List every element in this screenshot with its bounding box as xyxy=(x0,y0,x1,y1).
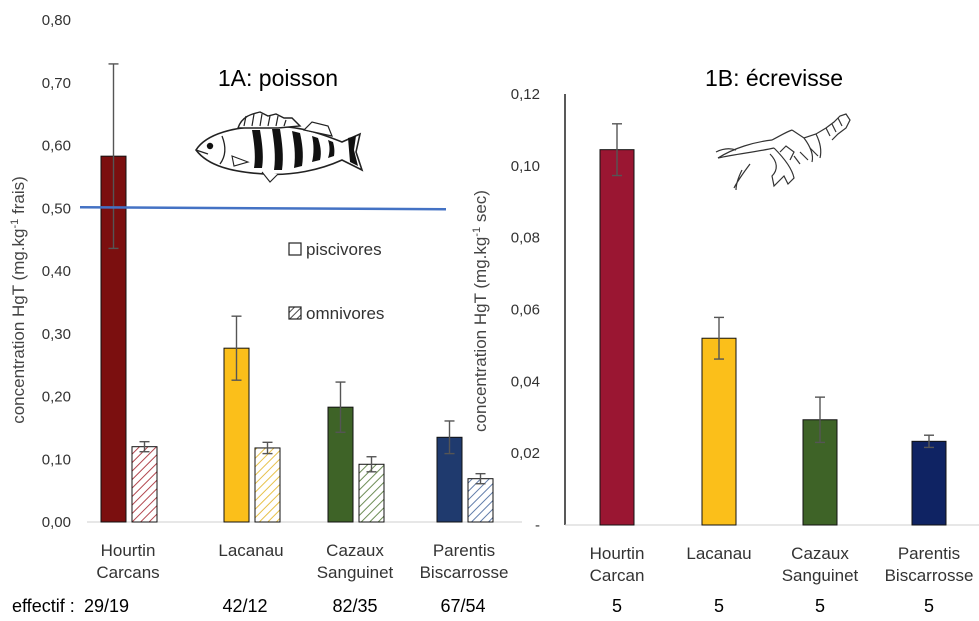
chart-1b-category-label: Biscarrosse xyxy=(885,566,974,585)
chart-1a-category-label: Biscarrosse xyxy=(420,563,509,582)
chart-1b-ecrevisse: 1B: écrevisse concentration HgT (mg.kg-1… xyxy=(471,65,979,616)
error-bar-piscivores xyxy=(231,315,242,381)
chart-1a-category-label: Lacanau xyxy=(218,541,283,560)
chart-1b-y-ticks: - 0,02 0,04 0,06 0,08 0,10 0,12 xyxy=(511,86,540,534)
chart-1a-y-tick-label: 0,60 xyxy=(42,138,71,155)
chart-1a-y-axis-label: concentration HgT (mg.kg-1 frais) xyxy=(9,176,28,424)
legend-item-omnivores: omnivores xyxy=(288,304,384,323)
chart-1a-effectif-value: 82/35 xyxy=(332,596,377,616)
legend-label-piscivores: piscivores xyxy=(306,240,382,259)
chart-1b-effectif: 5 5 5 5 xyxy=(612,596,934,616)
chart-1b-category-label: Hourtin xyxy=(590,544,645,563)
bar-ecrevisse xyxy=(599,149,635,526)
chart-1a-y-tick-label: 0,40 xyxy=(42,263,71,280)
bar-ecrevisse xyxy=(911,440,947,526)
chart-1b-y-tick-label: 0,12 xyxy=(511,86,540,103)
chart-1a-y-tick-label: 0,10 xyxy=(42,451,71,468)
chart-1a-category-label: Sanguinet xyxy=(317,563,394,582)
crayfish-icon xyxy=(715,113,851,191)
effectif-label: effectif : xyxy=(12,596,75,616)
chart-1b-y-tick-label: 0,04 xyxy=(511,373,540,390)
chart-1a-poisson: 1A: poisson concentration HgT (mg.kg-1 f… xyxy=(9,12,522,616)
chart-1b-category-label: Carcan xyxy=(590,566,645,585)
error-bar-ecrevisse xyxy=(612,123,622,177)
chart-1a-reference-line xyxy=(79,206,447,211)
chart-1a-effectif-value: 42/12 xyxy=(222,596,267,616)
chart-1a-categories: Hourtin Carcans Lacanau Cazaux Sanguinet Pare… xyxy=(96,541,508,582)
chart-1a-title: 1A: poisson xyxy=(218,65,338,91)
chart-1a-y-tick-label: 0,00 xyxy=(42,514,71,531)
bar-omnivores xyxy=(358,463,385,523)
legend-item-piscivores: piscivores xyxy=(288,240,382,259)
chart-1b-y-tick-label: - xyxy=(535,517,540,534)
chart-1b-effectif-value: 5 xyxy=(924,596,934,616)
chart-1b-y-tick-label: 0,02 xyxy=(511,445,540,462)
chart-1b-category-label: Lacanau xyxy=(686,544,751,563)
error-bar-ecrevisse xyxy=(815,396,825,444)
bar-omnivores xyxy=(467,478,494,523)
chart-1a-category-label: Parentis xyxy=(433,541,495,560)
chart-1a-y-tick-label: 0,50 xyxy=(42,200,71,217)
error-bar-omnivores xyxy=(139,440,150,453)
chart-1a-y-tick-label: 0,70 xyxy=(42,75,71,92)
chart-1b-effectif-value: 5 xyxy=(714,596,724,616)
legend-label-omnivores: omnivores xyxy=(306,304,384,323)
bar-omnivores xyxy=(254,447,281,523)
chart-1b-title: 1B: écrevisse xyxy=(705,65,843,91)
chart-1b-y-tick-label: 0,06 xyxy=(511,302,540,319)
bar-omnivores xyxy=(131,446,158,523)
chart-1b-y-tick-label: 0,10 xyxy=(511,158,540,175)
chart-1b-category-label: Sanguinet xyxy=(782,566,859,585)
error-bar-piscivores xyxy=(335,381,346,433)
chart-1b-category-label: Parentis xyxy=(898,544,960,563)
chart-1b-effectif-value: 5 xyxy=(612,596,622,616)
chart-1a-bars xyxy=(100,63,494,523)
error-bar-omnivores xyxy=(262,441,273,455)
error-bar-piscivores xyxy=(108,63,119,250)
chart-1b-category-label: Cazaux xyxy=(791,544,849,563)
error-bar-omnivores xyxy=(475,472,486,485)
chart-1b-categories: Hourtin Carcan Lacanau Cazaux Sanguinet Paren… xyxy=(590,544,974,585)
legend-swatch-omnivores xyxy=(288,306,302,320)
chart-1a-category-label: Carcans xyxy=(96,563,159,582)
chart-1b-y-axis-label: concentration HgT (mg.kg-1 sec) xyxy=(471,190,490,432)
chart-1a-category-label: Hourtin xyxy=(101,541,156,560)
bar-ecrevisse xyxy=(701,337,737,526)
legend-swatch-piscivores xyxy=(288,242,302,256)
chart-1b-bars xyxy=(599,123,947,526)
chart-1a-y-ticks: 0,00 0,10 0,20 0,30 0,40 0,50 0,60 0,70 0,80 xyxy=(42,12,71,531)
chart-1a-y-tick-label: 0,20 xyxy=(42,389,71,406)
chart-1a-effectif-value: 29/19 xyxy=(84,596,129,616)
chart-1b-effectif-value: 5 xyxy=(815,596,825,616)
error-bar-piscivores xyxy=(444,420,455,455)
error-bar-ecrevisse xyxy=(924,434,934,449)
perch-fish-icon xyxy=(195,111,364,183)
error-bar-ecrevisse xyxy=(714,316,724,360)
error-bar-omnivores xyxy=(366,456,377,473)
chart-1a-effectif-value: 67/54 xyxy=(440,596,485,616)
chart-1a-legend: piscivores omnivores xyxy=(288,240,384,323)
chart-1a-effectif: 29/19 42/12 82/35 67/54 xyxy=(84,596,486,616)
chart-1a-y-tick-label: 0,80 xyxy=(42,12,71,29)
chart-1a-y-tick-label: 0,30 xyxy=(42,326,71,343)
chart-1b-y-tick-label: 0,08 xyxy=(511,230,540,247)
chart-1a-category-label: Cazaux xyxy=(326,541,384,560)
